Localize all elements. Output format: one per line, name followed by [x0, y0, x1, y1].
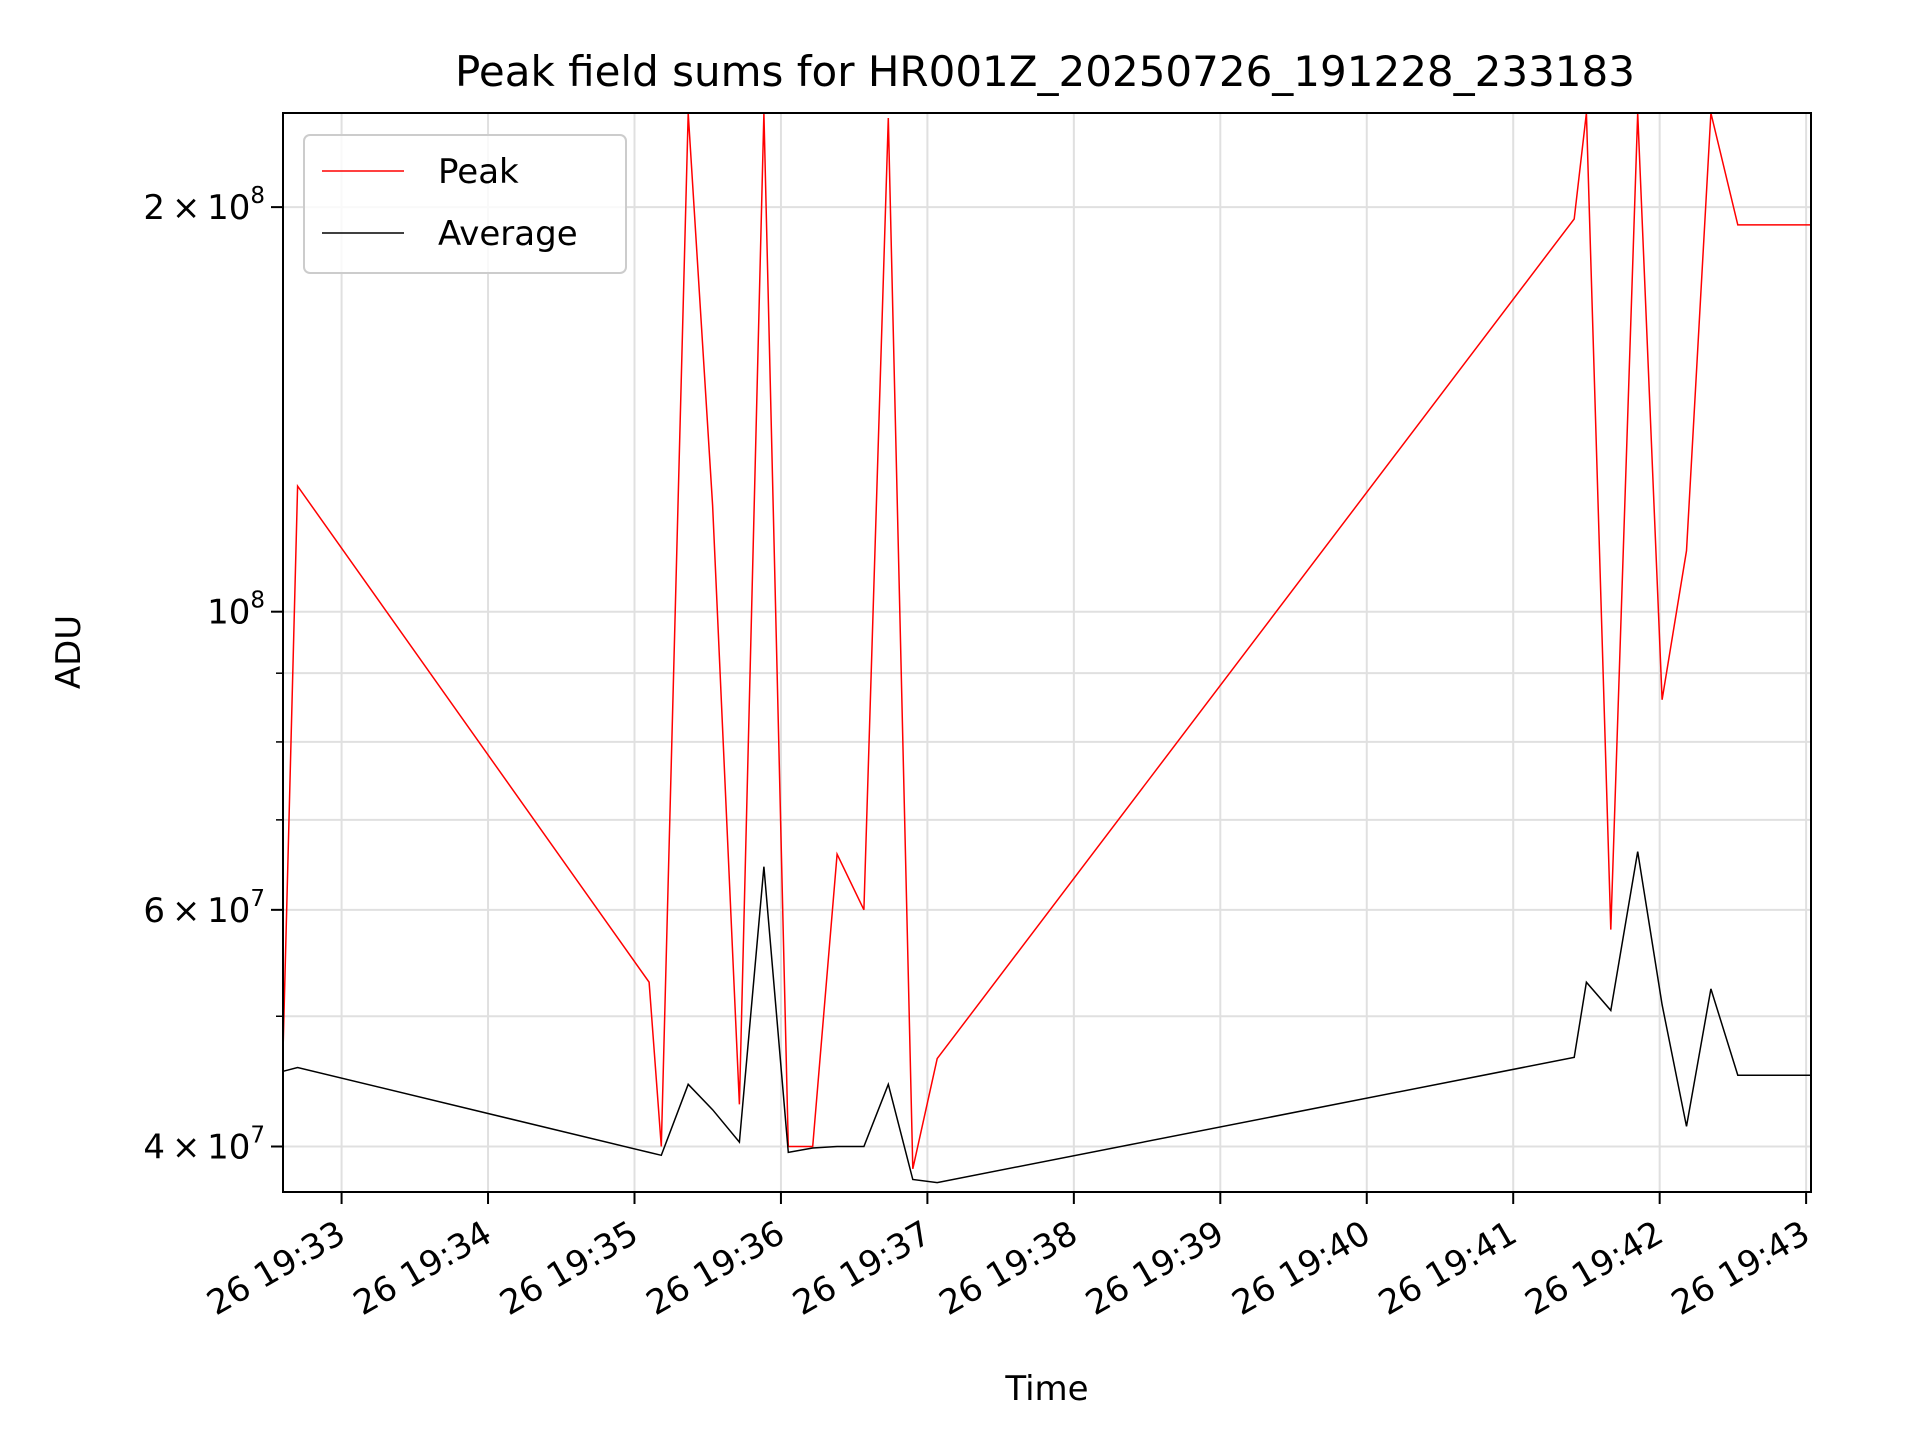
- series-lines: [282, 112, 1811, 1184]
- series-line-average: [282, 851, 1811, 1184]
- y-tick-label: 6 × 107: [143, 886, 265, 931]
- x-tick-label: 26 19:42: [1518, 1213, 1670, 1324]
- x-tick-label: 26 19:38: [933, 1213, 1085, 1324]
- y-tick-label: 108: [207, 588, 265, 633]
- y-axis: 4 × 107 6 × 107 108 2 × 108: [143, 183, 283, 1167]
- x-axis-label: Time: [1004, 1369, 1088, 1409]
- x-tick-label: 26 19:43: [1665, 1213, 1817, 1324]
- plot-frame: [282, 112, 1812, 1193]
- legend-label-peak: Peak: [438, 152, 519, 192]
- x-tick-label: 26 19:34: [347, 1213, 499, 1324]
- x-tick-label: 26 19:41: [1372, 1213, 1524, 1324]
- legend-label-average: Average: [438, 214, 578, 254]
- x-tick-label: 26 19:40: [1226, 1213, 1378, 1324]
- grid: [283, 113, 1811, 1192]
- x-tick-label: 26 19:39: [1079, 1213, 1231, 1324]
- y-tick-label: 4 × 107: [143, 1122, 265, 1167]
- series-line-peak: [282, 112, 1811, 1169]
- x-tick-label: 26 19:35: [493, 1213, 645, 1324]
- legend: Peak Average: [303, 134, 627, 274]
- y-axis-label: ADU: [49, 615, 89, 689]
- y-tick-label: 2 × 108: [143, 183, 265, 228]
- x-tick-label: 26 19:37: [786, 1213, 938, 1324]
- x-tick-label: 26 19:36: [640, 1213, 792, 1324]
- x-tick-label: 26 19:33: [200, 1213, 352, 1324]
- chart-title: Peak field sums for HR001Z_20250726_1912…: [455, 47, 1635, 96]
- legend-box: [303, 134, 627, 274]
